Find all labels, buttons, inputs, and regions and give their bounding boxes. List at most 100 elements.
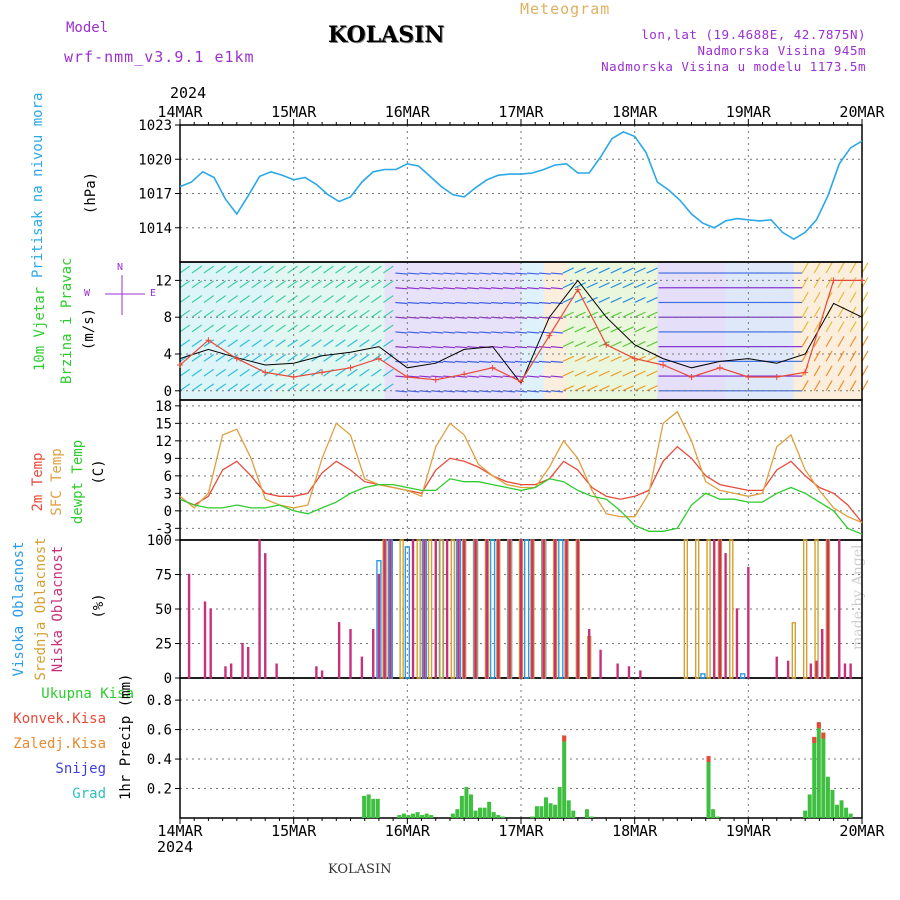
precip-bar — [371, 798, 376, 818]
wind-arrow — [646, 355, 658, 362]
wind-arrow — [550, 375, 563, 378]
wind-arrow — [634, 370, 646, 377]
wind-arrow — [287, 339, 298, 348]
wind-arrow — [431, 331, 444, 334]
wind-ytick-label: 0 — [164, 384, 172, 400]
low-cloud-bar — [508, 539, 511, 679]
wind-arrow — [299, 353, 310, 362]
wind-arrow — [287, 280, 298, 289]
wind-arrow — [287, 265, 298, 274]
temperature-ytick-label: 15 — [155, 416, 172, 432]
wind-arrow — [813, 321, 821, 333]
middle-cloud-bar — [450, 539, 455, 679]
wind-arrow — [407, 360, 420, 364]
wind-arrow — [251, 309, 262, 318]
wind-arrow — [239, 295, 250, 303]
wind-arrow — [526, 287, 539, 290]
wind-arrow — [538, 360, 551, 364]
middle-cloud-bar — [802, 539, 808, 679]
precip-bar — [429, 815, 434, 818]
wind-arrow — [562, 326, 575, 333]
wind-arrow — [538, 375, 551, 378]
temperature-ytick-label: 0 — [164, 504, 172, 520]
low-cloud-bar — [809, 663, 813, 679]
wind-arrow — [203, 280, 215, 289]
low-cloud-bar — [474, 539, 477, 679]
bottom-day-label: 20MAR — [839, 822, 885, 840]
bottom-day-label: 15MAR — [271, 822, 317, 840]
middle-cloud-bar — [683, 539, 689, 679]
wind-arrow — [622, 267, 634, 274]
wind-arrow — [861, 262, 869, 274]
wind-ytick-label: 12 — [155, 273, 172, 289]
wind-arrow — [227, 265, 239, 274]
wind-arrow — [347, 265, 358, 274]
precip-bar — [816, 722, 821, 818]
wind-arrow — [514, 331, 528, 334]
wind-arrow — [263, 309, 274, 318]
temperature-ytick-label: -3 — [155, 521, 172, 537]
wind-arrow — [598, 341, 610, 348]
wind-arrow — [203, 353, 215, 362]
wind-arrow — [311, 265, 322, 274]
wind-arrow — [443, 331, 456, 334]
wind-arrow — [837, 380, 845, 392]
wind-arrow — [347, 324, 358, 333]
precip-bar — [530, 816, 535, 818]
low-cloud-bar — [203, 601, 207, 679]
low-cloud-bar — [264, 553, 267, 679]
wind-arrow — [550, 331, 563, 334]
wind-arrow — [263, 280, 274, 289]
wind-arrow — [347, 309, 358, 318]
low-cloud-bar — [735, 608, 739, 679]
wind-arrow — [801, 321, 809, 333]
low-cloud-bar — [457, 539, 460, 679]
wind-speed-marker — [802, 369, 809, 376]
wind-arrow — [849, 365, 857, 377]
precip-conv-bar — [821, 732, 826, 739]
precip-bar — [450, 813, 455, 818]
wind-arrow — [825, 277, 833, 289]
wind-arrow — [227, 280, 239, 289]
wind-arrow — [634, 385, 646, 392]
top-day-label: 19MAR — [726, 103, 772, 121]
wind-arrow — [574, 355, 586, 362]
wind-arrow — [491, 287, 504, 290]
wind-arrow — [586, 370, 598, 377]
wind-arrow — [467, 272, 480, 275]
wind-arrow — [431, 360, 444, 364]
wind-arrow — [526, 301, 539, 305]
low-cloud-bar — [445, 539, 449, 679]
wind-bg-band-4 — [543, 262, 567, 400]
wind-speed-marker — [233, 355, 240, 362]
wind-arrow — [514, 272, 528, 275]
wind-arrow — [825, 262, 833, 274]
wind-arrow — [825, 380, 833, 392]
low-cloud-bar — [275, 663, 278, 679]
precip-bar — [464, 787, 469, 818]
wind-arrow — [610, 296, 622, 304]
wind-arrow — [443, 346, 456, 349]
low-cloud-bar — [639, 670, 642, 679]
wind-arrow — [347, 339, 358, 348]
wind-arrow — [263, 324, 274, 333]
low-cloud-bar — [372, 629, 375, 679]
bottom-day-label: 19MAR — [726, 822, 772, 840]
wind-arrow — [455, 331, 468, 334]
wind-arrow — [574, 341, 586, 348]
wind-arrow — [610, 385, 622, 392]
wind-arrow — [801, 306, 809, 318]
precip-bar — [473, 810, 478, 818]
high-cloud-bar — [700, 673, 706, 679]
wind-arrow — [179, 368, 191, 377]
wind-arrow — [467, 346, 480, 349]
low-cloud-bar — [826, 539, 830, 679]
wind-arrow — [491, 331, 504, 334]
wind-arrow — [491, 301, 504, 305]
wind-arrow — [251, 353, 262, 362]
wind-arrow — [287, 324, 298, 333]
year-bottom: 2024 — [157, 838, 194, 856]
wind-arrow — [801, 350, 809, 362]
wind-arrow — [586, 282, 598, 289]
wind-arrow — [383, 324, 394, 333]
